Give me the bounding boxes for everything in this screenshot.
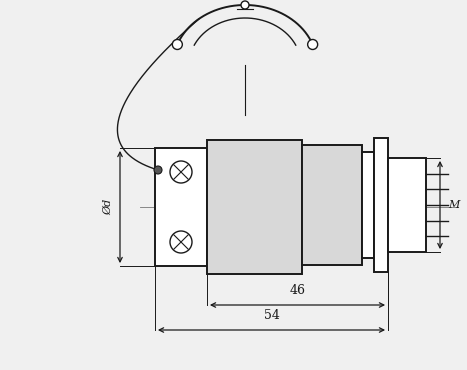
Bar — [374, 138, 388, 272]
Bar — [207, 140, 302, 274]
Bar — [155, 148, 207, 266]
Circle shape — [154, 166, 162, 174]
Text: 46: 46 — [290, 284, 305, 297]
Circle shape — [170, 161, 192, 183]
Circle shape — [241, 1, 249, 9]
Text: 54: 54 — [263, 309, 279, 322]
Bar — [302, 145, 362, 265]
Circle shape — [308, 40, 318, 50]
Text: M: M — [448, 200, 460, 210]
Bar — [388, 158, 426, 252]
Bar — [362, 152, 374, 258]
Circle shape — [172, 40, 182, 50]
Text: Ød: Ød — [103, 199, 113, 215]
Circle shape — [170, 231, 192, 253]
